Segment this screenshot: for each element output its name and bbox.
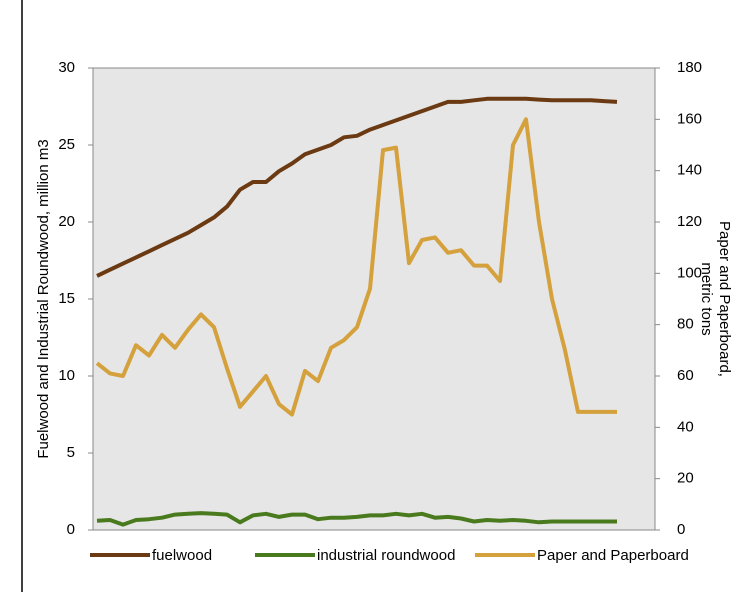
legend-label: Paper and Paperboard bbox=[537, 547, 689, 564]
legend-label: fuelwood bbox=[152, 547, 212, 564]
y-axis-label: Fuelwood and Industrial Roundwood, milli… bbox=[35, 139, 52, 458]
y-tick-label: 20 bbox=[58, 213, 75, 230]
y2-tick-label: 160 bbox=[677, 110, 702, 127]
y-tick-label: 25 bbox=[58, 136, 75, 153]
series-line bbox=[95, 117, 617, 417]
y2-tick-label: 0 bbox=[677, 521, 685, 538]
legend-label: industrial roundwood bbox=[317, 547, 455, 564]
y-tick-label: 30 bbox=[58, 59, 75, 76]
y2-tick-label: 80 bbox=[677, 316, 694, 333]
y2-tick-label: 140 bbox=[677, 162, 702, 179]
y-tick-label: 10 bbox=[58, 367, 75, 384]
y-tick-label: 0 bbox=[67, 521, 75, 538]
y2-tick-label: 20 bbox=[677, 470, 694, 487]
y2-tick-label: 60 bbox=[677, 367, 694, 384]
y2-axis-label: Paper and Paperboard, bbox=[716, 221, 733, 377]
series-line bbox=[96, 511, 617, 527]
y2-tick-label: 40 bbox=[677, 418, 694, 435]
y-tick-label: 5 bbox=[67, 444, 75, 461]
y2-axis-label: metric tons bbox=[698, 262, 715, 335]
y-tick-label: 15 bbox=[58, 290, 75, 307]
plot-area bbox=[92, 67, 656, 531]
y2-tick-label: 180 bbox=[677, 59, 702, 76]
y2-tick-label: 120 bbox=[677, 213, 702, 230]
y2-tick-label: 100 bbox=[677, 264, 702, 281]
series-line bbox=[96, 96, 618, 278]
